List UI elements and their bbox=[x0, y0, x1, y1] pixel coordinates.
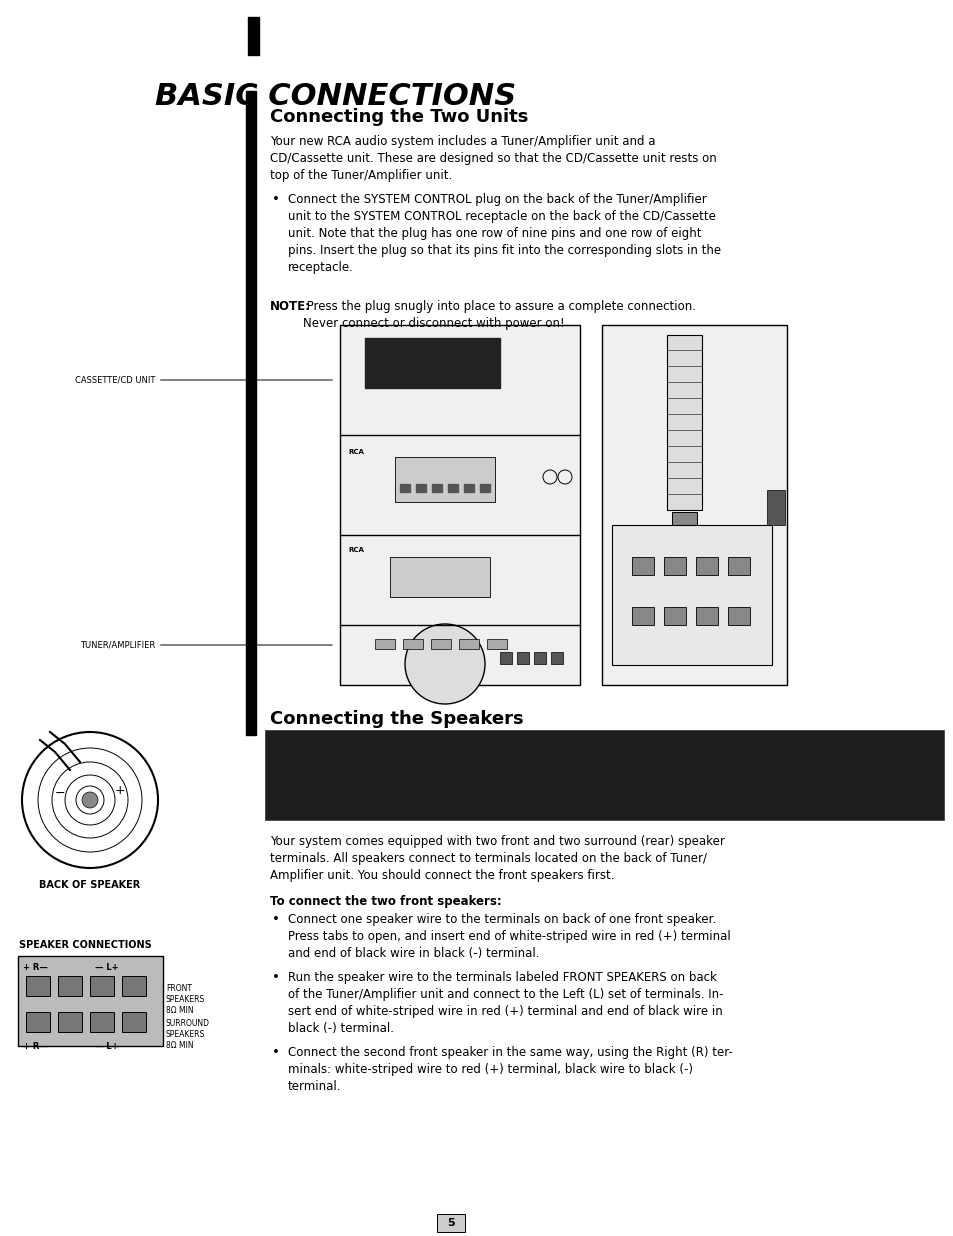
Bar bbox=[458, 639, 478, 649]
Text: Run the speaker wire to the terminals labeled FRONT SPEAKERS on back
of the Tune: Run the speaker wire to the terminals la… bbox=[288, 971, 722, 1035]
Bar bbox=[663, 607, 685, 625]
Bar bbox=[58, 1012, 82, 1032]
Text: Connect the second front speaker in the same way, using the Right (R) ter-
minal: Connect the second front speaker in the … bbox=[288, 1046, 732, 1093]
Text: Your system comes equipped with two front and two surround (rear) speaker
termin: Your system comes equipped with two fron… bbox=[270, 836, 724, 883]
Text: CASSETTE/CD UNIT: CASSETTE/CD UNIT bbox=[74, 376, 332, 384]
Bar bbox=[696, 607, 718, 625]
Bar bbox=[26, 1012, 50, 1032]
Text: BASIC CONNECTIONS: BASIC CONNECTIONS bbox=[154, 82, 516, 111]
Text: Connecting the Two Units: Connecting the Two Units bbox=[270, 108, 528, 126]
Bar bbox=[246, 91, 255, 735]
Text: Connecting the Speakers: Connecting the Speakers bbox=[270, 709, 523, 728]
Text: Your new RCA audio system includes a Tuner/Amplifier unit and a
CD/Cassette unit: Your new RCA audio system includes a Tun… bbox=[270, 135, 716, 182]
Bar bbox=[727, 557, 749, 575]
Bar bbox=[432, 485, 441, 492]
Bar bbox=[696, 557, 718, 575]
Bar bbox=[631, 557, 654, 575]
Bar bbox=[122, 976, 146, 996]
Bar bbox=[375, 639, 395, 649]
Bar bbox=[486, 639, 506, 649]
Bar bbox=[390, 557, 490, 597]
Bar bbox=[517, 653, 529, 664]
Text: To connect the two front speakers:: To connect the two front speakers: bbox=[270, 895, 501, 908]
Text: +: + bbox=[114, 784, 125, 796]
Bar bbox=[534, 653, 545, 664]
Bar bbox=[551, 653, 562, 664]
Text: FRONT
SPEAKERS
8Ω MIN: FRONT SPEAKERS 8Ω MIN bbox=[166, 984, 205, 1015]
Text: — L+: — L+ bbox=[95, 1042, 118, 1051]
Text: Connect the SYSTEM CONTROL plug on the back of the Tuner/Amplifier
unit to the S: Connect the SYSTEM CONTROL plug on the b… bbox=[288, 193, 720, 274]
Bar bbox=[666, 335, 701, 510]
Bar bbox=[601, 325, 786, 685]
Bar bbox=[499, 653, 512, 664]
Text: •: • bbox=[272, 913, 279, 926]
Text: BACK OF SPEAKER: BACK OF SPEAKER bbox=[39, 880, 140, 890]
Text: RCA: RCA bbox=[348, 548, 363, 552]
Bar bbox=[663, 557, 685, 575]
Bar bbox=[90, 976, 113, 996]
Bar bbox=[402, 639, 422, 649]
Bar bbox=[248, 17, 258, 54]
Bar bbox=[395, 457, 495, 502]
Bar bbox=[766, 489, 784, 525]
Bar bbox=[448, 485, 457, 492]
Bar bbox=[631, 607, 654, 625]
Text: TUNER/AMPLIFIER: TUNER/AMPLIFIER bbox=[80, 640, 332, 649]
Text: + R—: + R— bbox=[23, 963, 48, 971]
Text: NOTE:: NOTE: bbox=[270, 300, 311, 313]
Bar bbox=[612, 525, 771, 665]
Text: + R—: + R— bbox=[23, 1042, 48, 1051]
Bar bbox=[416, 485, 426, 492]
Text: 5: 5 bbox=[447, 1217, 455, 1229]
Bar bbox=[26, 976, 50, 996]
Bar bbox=[399, 485, 410, 492]
Text: SPEAKER CONNECTIONS: SPEAKER CONNECTIONS bbox=[19, 941, 152, 950]
Text: •: • bbox=[272, 1046, 279, 1059]
Circle shape bbox=[405, 624, 484, 705]
Text: SURROUND
SPEAKERS
8Ω MIN: SURROUND SPEAKERS 8Ω MIN bbox=[166, 1018, 210, 1051]
Bar bbox=[265, 730, 943, 819]
Text: −: − bbox=[54, 786, 65, 800]
Bar bbox=[58, 976, 82, 996]
Bar bbox=[90, 1012, 113, 1032]
Bar bbox=[122, 1012, 146, 1032]
Circle shape bbox=[82, 792, 98, 808]
Bar bbox=[436, 1214, 464, 1232]
Bar bbox=[18, 955, 163, 1046]
Text: Press the plug snugly into place to assure a complete connection.
Never connect : Press the plug snugly into place to assu… bbox=[303, 300, 696, 330]
Text: RCA: RCA bbox=[348, 449, 363, 455]
Bar bbox=[463, 485, 474, 492]
Circle shape bbox=[22, 732, 158, 868]
Bar bbox=[671, 512, 697, 530]
Bar bbox=[479, 485, 490, 492]
Text: •: • bbox=[272, 971, 279, 984]
Text: — L+: — L+ bbox=[95, 963, 118, 971]
Bar bbox=[431, 639, 451, 649]
Text: •: • bbox=[272, 193, 279, 206]
Text: Connect one speaker wire to the terminals on back of one front speaker.
Press ta: Connect one speaker wire to the terminal… bbox=[288, 913, 730, 960]
Bar bbox=[727, 607, 749, 625]
Bar bbox=[339, 325, 579, 685]
Bar bbox=[365, 337, 499, 388]
